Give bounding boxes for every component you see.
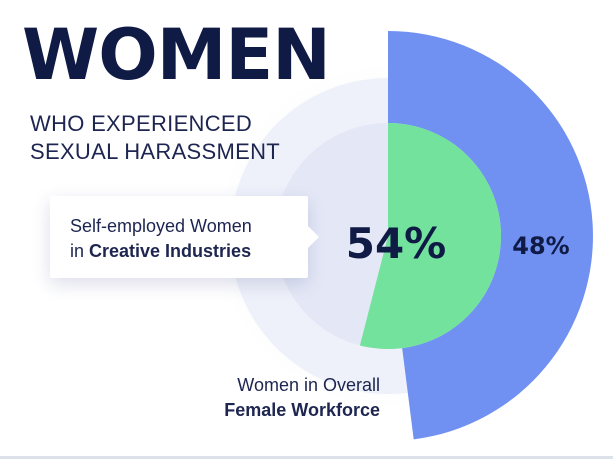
workforce-label: Women in Overall Female Workforce xyxy=(100,373,380,423)
inner-value-label: 54% xyxy=(346,219,447,268)
callout-bold: Creative Industries xyxy=(89,241,252,261)
subtitle-line-2: SEXUAL HARASSMENT xyxy=(30,139,281,164)
callout-line-2: in Creative Industries xyxy=(70,239,308,264)
inner-slice-creative xyxy=(359,123,502,350)
subtitle: WHO EXPERIENCED SEXUAL HARASSMENT xyxy=(30,110,330,166)
page-title: WOMEN xyxy=(22,14,331,96)
workforce-label-line-1: Women in Overall xyxy=(237,375,380,395)
workforce-label-line-2: Female Workforce xyxy=(224,400,380,420)
outer-value-label: 48% xyxy=(512,232,569,260)
callout-prefix: in xyxy=(70,241,90,261)
bottom-divider xyxy=(0,456,613,459)
creative-industries-callout: Self-employed Women in Creative Industri… xyxy=(50,196,319,278)
subtitle-line-1: WHO EXPERIENCED xyxy=(30,111,253,136)
callout-line-1: Self-employed Women xyxy=(70,216,252,236)
